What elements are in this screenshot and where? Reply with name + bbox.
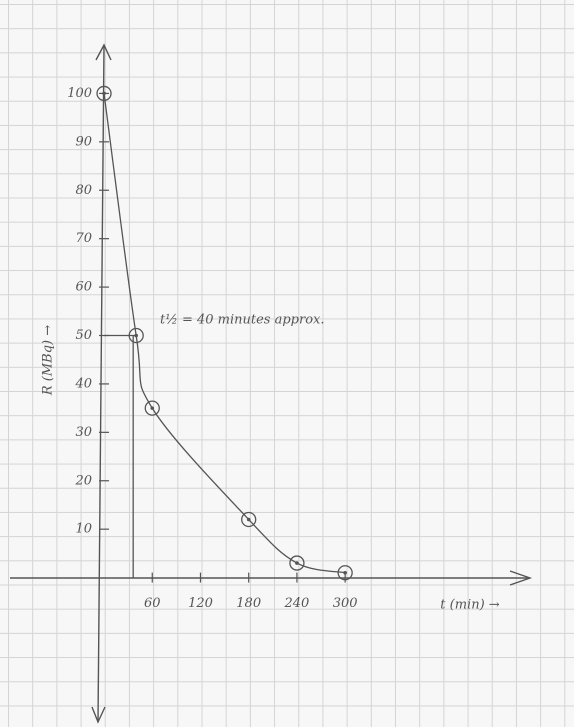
- x-axis-label: t (min) →: [440, 598, 499, 613]
- x-tick-label: 240: [284, 596, 310, 611]
- data-point-dot: [295, 561, 299, 565]
- y-tick-label: 10: [75, 522, 92, 537]
- y-tick-label: 40: [74, 376, 92, 391]
- graph-paper: t (min) → R (MBq) → t½ = 40 minutes appr…: [0, 0, 574, 727]
- y-tick-label: 90: [75, 134, 92, 149]
- data-point-dot: [134, 334, 138, 338]
- x-tick-label: 300: [333, 596, 358, 611]
- data-point-dot: [102, 92, 106, 96]
- decay-curve: [104, 93, 345, 572]
- y-tick-label: 60: [75, 280, 92, 295]
- y-tick-label: 30: [75, 425, 92, 440]
- y-tick-label: 100: [67, 86, 92, 101]
- x-tick-label: 60: [144, 596, 161, 611]
- x-tick-label: 120: [188, 596, 213, 611]
- y-tick-label: 80: [75, 183, 92, 198]
- y-tick-label: 70: [75, 231, 92, 246]
- y-tick-label: 20: [74, 473, 92, 488]
- data-point-dot: [150, 406, 154, 410]
- annotation: t½ = 40 minutes approx.: [160, 313, 325, 328]
- chart: t (min) → R (MBq) → t½ = 40 minutes appr…: [0, 0, 574, 727]
- data-point-dot: [343, 571, 347, 575]
- x-tick-label: 180: [236, 596, 261, 611]
- y-tick-label: 50: [75, 328, 92, 343]
- y-axis-label: R (MBq) →: [41, 325, 56, 396]
- data-point-dot: [247, 518, 251, 522]
